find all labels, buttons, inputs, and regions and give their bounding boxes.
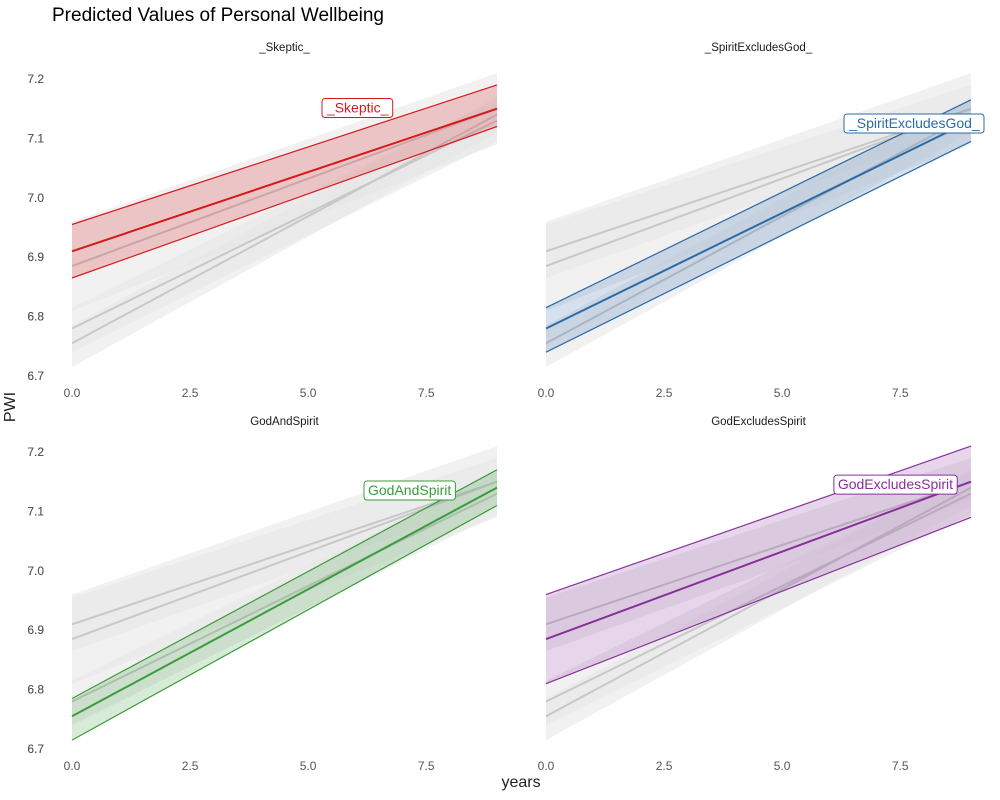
y-tick-label: 7.2 — [27, 445, 44, 459]
x-tick-label: 0.0 — [64, 386, 81, 400]
series-label: GodAndSpirit — [363, 480, 456, 501]
background-series-line — [71, 492, 498, 703]
background-series-line — [545, 113, 972, 345]
x-tick-label: 5.0 — [300, 759, 317, 773]
y-axis-label: PWI — [2, 391, 20, 423]
ci-lower-line — [545, 516, 972, 685]
background-ci-band — [72, 446, 497, 684]
x-tick-label: 0.0 — [538, 386, 555, 400]
x-tick-label: 2.5 — [656, 386, 673, 400]
y-tick-label: 7.2 — [27, 72, 44, 86]
x-tick-label: 5.0 — [774, 759, 791, 773]
highlight-series-line — [545, 119, 972, 330]
ci-lower-line — [71, 125, 498, 279]
highlight-series-line — [71, 486, 498, 718]
background-ci-band — [546, 469, 971, 741]
background-series-line — [545, 486, 972, 718]
series-label-box — [833, 474, 958, 495]
background-ci-band — [72, 73, 497, 311]
x-axis-label: years — [501, 774, 541, 791]
x-tick-label: 0.0 — [64, 759, 81, 773]
x-tick-label: 2.5 — [656, 759, 673, 773]
y-tick-label: 7.0 — [27, 191, 44, 205]
panel-2: _SpiritExcludesGod_ _SpiritExcludesGod_ 0.… — [27, 42, 985, 400]
x-tick-label: 7.5 — [892, 759, 909, 773]
background-ci-band — [546, 73, 971, 311]
series-label-text: _Skeptic_ — [326, 100, 389, 116]
panel-title: _Skeptic_ — [258, 42, 310, 54]
y-tick-label: 6.8 — [27, 310, 44, 324]
x-tick-label: 0.0 — [538, 759, 555, 773]
highlight-ci-band — [546, 446, 971, 684]
series-label: GodExcludesSpirit — [833, 474, 958, 495]
x-tick-label: 2.5 — [182, 386, 199, 400]
y-tick-label: 7.1 — [27, 504, 44, 518]
background-series-line — [71, 119, 498, 330]
panel-title: GodExcludesSpirit — [711, 416, 806, 428]
ci-upper-line — [71, 84, 498, 226]
y-tick-label: 7.0 — [27, 564, 44, 578]
series-label: _Skeptic_ — [321, 98, 394, 118]
panel-title: _SpiritExcludesGod_ — [704, 42, 813, 54]
y-tick-label: 7.0 — [27, 564, 44, 578]
background-series-line — [71, 107, 498, 268]
y-tick-label: 6.9 — [27, 623, 44, 637]
series-label-box — [321, 98, 394, 118]
ci-lower-line — [545, 140, 972, 353]
series-label-text: GodExcludesSpirit — [838, 476, 953, 492]
ci-upper-line — [545, 99, 972, 309]
background-series-line — [545, 480, 972, 626]
panel-title: GodAndSpirit — [250, 416, 319, 428]
y-tick-label: 6.7 — [27, 369, 44, 383]
panel-4: GodExcludesSpirit GodExcludesSpirit 0.0 2.5… — [27, 416, 972, 773]
y-tick-label: 7.2 — [27, 72, 44, 86]
y-tick-label: 6.8 — [27, 683, 44, 697]
background-series-line — [71, 113, 498, 345]
y-tick-label: 6.8 — [27, 310, 44, 324]
series-label-text: _SpiritExcludesGod_ — [848, 115, 980, 131]
highlight-series-line — [71, 107, 498, 253]
series-label-box — [363, 480, 456, 501]
x-tick-label: 5.0 — [300, 386, 317, 400]
y-tick-label: 7.1 — [27, 504, 44, 518]
series-label-box — [843, 113, 985, 134]
x-tick-label: 7.5 — [892, 386, 909, 400]
x-tick-label: 7.5 — [418, 759, 435, 773]
panel-1: _Skeptic_ _Skeptic_ 0.0 2.5 5.0 7.5 6.7 6.8 6.9 7… — [27, 42, 498, 400]
y-tick-label: 6.9 — [27, 250, 44, 264]
x-tick-label: 5.0 — [774, 386, 791, 400]
y-tick-label: 7.1 — [27, 131, 44, 145]
highlight-ci-band — [546, 99, 971, 353]
ci-upper-line — [71, 469, 498, 700]
y-tick-label: 6.9 — [27, 250, 44, 264]
series-label-text: GodAndSpirit — [368, 482, 451, 498]
highlight-series-line — [545, 480, 972, 641]
y-tick-label: 7.0 — [27, 191, 44, 205]
panel-3: GodAndSpirit GodAndSpirit 0.0 2.5 5.0 7.5 6.7 6… — [27, 416, 498, 773]
y-tick-label: 6.7 — [27, 742, 44, 756]
series-label: _SpiritExcludesGod_ — [843, 113, 985, 134]
background-ci-band — [546, 457, 971, 651]
background-series-line — [71, 480, 498, 626]
highlight-ci-band — [72, 84, 497, 279]
x-tick-label: 2.5 — [182, 759, 199, 773]
ci-lower-line — [71, 504, 498, 741]
y-tick-label: 6.7 — [27, 369, 44, 383]
highlight-ci-band — [72, 469, 497, 741]
chart-title: Predicted Values of Personal Wellbeing — [52, 5, 384, 26]
ci-upper-line — [545, 445, 972, 596]
y-tick-label: 7.1 — [27, 131, 44, 145]
y-tick-label: 6.8 — [27, 683, 44, 697]
y-tick-label: 6.7 — [27, 742, 44, 756]
y-tick-label: 6.9 — [27, 623, 44, 637]
background-series-line — [545, 492, 972, 703]
x-tick-label: 7.5 — [418, 386, 435, 400]
y-tick-label: 7.2 — [27, 445, 44, 459]
